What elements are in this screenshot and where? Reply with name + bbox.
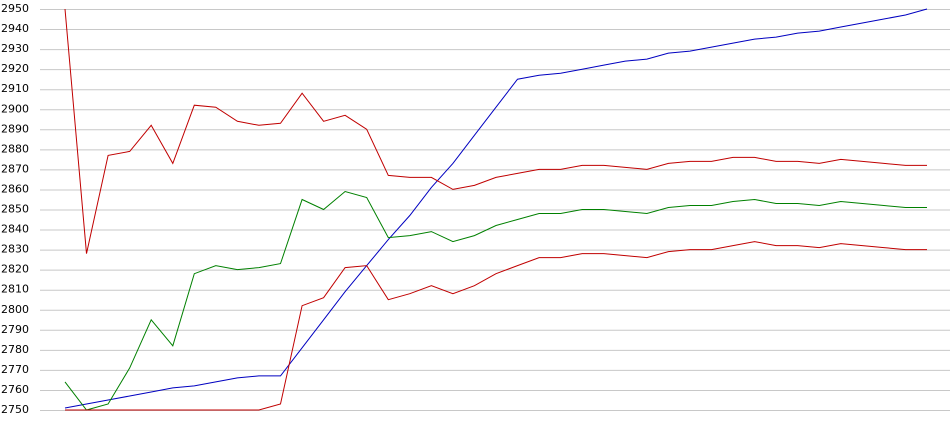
y-tick-label: 2760 bbox=[1, 383, 29, 396]
y-tick-label: 2750 bbox=[1, 403, 29, 416]
y-tick-label: 2780 bbox=[1, 343, 29, 356]
y-tick-label: 2790 bbox=[1, 323, 29, 336]
y-tick-label: 2810 bbox=[1, 283, 29, 296]
y-tick-label: 2930 bbox=[1, 42, 29, 55]
y-tick-label: 2950 bbox=[1, 2, 29, 15]
y-tick-label: 2800 bbox=[1, 303, 29, 316]
line-series bbox=[64, 8, 928, 409]
y-tick-label: 2850 bbox=[1, 203, 29, 216]
y-tick-label: 2820 bbox=[1, 263, 29, 276]
y-tick-label: 2890 bbox=[1, 122, 29, 135]
y-tick-label: 2940 bbox=[1, 22, 29, 35]
y-tick-label: 2910 bbox=[1, 82, 29, 95]
line-series bbox=[64, 8, 927, 254]
y-tick-label: 2830 bbox=[1, 243, 29, 256]
line-series bbox=[65, 241, 927, 411]
y-tick-label: 2920 bbox=[1, 62, 29, 75]
y-tick-label: 2770 bbox=[1, 363, 29, 376]
y-tick-label: 2880 bbox=[1, 142, 29, 155]
line-series bbox=[64, 190, 927, 411]
y-tick-label: 2860 bbox=[1, 182, 29, 195]
y-tick-label: 2870 bbox=[1, 162, 29, 175]
y-tick-label: 2840 bbox=[1, 223, 29, 236]
y-tick-label: 2900 bbox=[1, 102, 29, 115]
